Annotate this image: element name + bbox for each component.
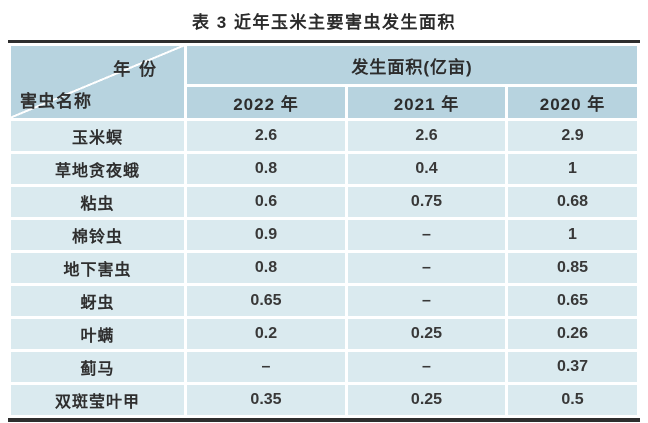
pest-name: 叶螨 [11, 319, 184, 349]
value-2020: 1 [508, 220, 638, 250]
table-row: 蚜虫 0.65 – 0.65 [11, 286, 638, 316]
pest-name: 草地贪夜蛾 [11, 154, 184, 184]
pest-table-container: 年 份 害虫名称 发生面积(亿亩) 2022 年 2021 年 2020 年 玉… [8, 40, 641, 422]
table-row: 粘虫 0.6 0.75 0.68 [11, 187, 638, 217]
value-2021: – [348, 253, 505, 283]
value-2020: 0.37 [508, 352, 638, 382]
table-row: 地下害虫 0.8 – 0.85 [11, 253, 638, 283]
pest-name: 玉米螟 [11, 121, 184, 151]
corner-pest-label: 害虫名称 [20, 92, 92, 111]
value-2022: 0.65 [187, 286, 345, 316]
pest-name: 地下害虫 [11, 253, 184, 283]
column-header-2020: 2020 年 [508, 87, 638, 118]
value-2021: 0.25 [348, 385, 505, 415]
value-2020: 0.5 [508, 385, 638, 415]
header-row-2: 2022 年 2021 年 2020 年 [11, 87, 638, 118]
column-header-2022: 2022 年 [187, 87, 345, 118]
table-row: 草地贪夜蛾 0.8 0.4 1 [11, 154, 638, 184]
pest-name: 蚜虫 [11, 286, 184, 316]
value-2020: 0.65 [508, 286, 638, 316]
pest-name: 蓟马 [11, 352, 184, 382]
header-row-1: 年 份 害虫名称 发生面积(亿亩) [11, 46, 638, 118]
value-2020: 1 [508, 154, 638, 184]
value-2021: 0.75 [348, 187, 505, 217]
corner-cell: 年 份 害虫名称 [11, 46, 184, 118]
pest-name: 双斑莹叶甲 [11, 385, 184, 415]
value-2020: 0.68 [508, 187, 638, 217]
value-2021: – [348, 220, 505, 250]
pest-name: 粘虫 [11, 187, 184, 217]
value-2022: 0.8 [187, 253, 345, 283]
value-2021: 0.4 [348, 154, 505, 184]
table-row: 双斑莹叶甲 0.35 0.25 0.5 [11, 385, 638, 415]
value-2021: 2.6 [348, 121, 505, 151]
column-header-2021: 2021 年 [348, 87, 505, 118]
value-2021: – [348, 352, 505, 382]
corner-year-label: 年 份 [113, 60, 158, 79]
value-2022: 0.9 [187, 220, 345, 250]
value-2021: – [348, 286, 505, 316]
table-row: 玉米螟 2.6 2.6 2.9 [11, 121, 638, 151]
value-2020: 0.85 [508, 253, 638, 283]
pest-name: 棉铃虫 [11, 220, 184, 250]
value-2022: 0.8 [187, 154, 345, 184]
table-title: 表 3 近年玉米主要害虫发生面积 [192, 13, 456, 32]
table-row: 叶螨 0.2 0.25 0.26 [11, 319, 638, 349]
area-header-cell: 发生面积(亿亩) [187, 46, 638, 84]
value-2021: 0.25 [348, 319, 505, 349]
pest-area-table: 年 份 害虫名称 发生面积(亿亩) 2022 年 2021 年 2020 年 玉… [8, 43, 641, 418]
value-2022: – [187, 352, 345, 382]
value-2020: 2.9 [508, 121, 638, 151]
value-2022: 0.35 [187, 385, 345, 415]
value-2022: 2.6 [187, 121, 345, 151]
value-2020: 0.26 [508, 319, 638, 349]
value-2022: 0.2 [187, 319, 345, 349]
value-2022: 0.6 [187, 187, 345, 217]
table-row: 棉铃虫 0.9 – 1 [11, 220, 638, 250]
table-row: 蓟马 – – 0.37 [11, 352, 638, 382]
